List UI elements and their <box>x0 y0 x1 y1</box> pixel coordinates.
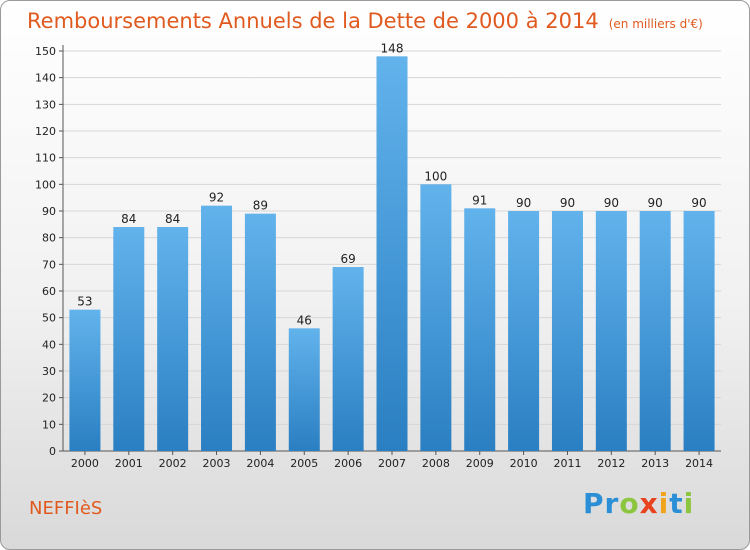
y-tick-label-70: 70 <box>42 258 56 271</box>
data-label-2010: 90 <box>516 196 531 210</box>
x-tick-label-2011: 2011 <box>553 457 581 470</box>
bar-2006 <box>332 267 364 451</box>
x-tick-label-2007: 2007 <box>378 457 406 470</box>
logo-letter-4: i <box>658 487 670 520</box>
data-label-2011: 90 <box>560 196 575 210</box>
y-tick-label-60: 60 <box>42 285 56 298</box>
x-tick-label-2003: 2003 <box>203 457 231 470</box>
bars <box>69 56 715 452</box>
y-tick-label-80: 80 <box>42 232 56 245</box>
y-tick-label-150: 150 <box>35 45 56 58</box>
logo-letter-0: P <box>583 487 605 520</box>
bar-2005 <box>288 328 320 451</box>
data-label-2003: 92 <box>209 191 224 205</box>
logo-letter-1: r <box>604 487 620 520</box>
data-label-2000: 53 <box>77 295 92 309</box>
y-tick-label-0: 0 <box>49 445 56 458</box>
y-tick-label-10: 10 <box>42 418 56 431</box>
data-label-2009: 91 <box>472 193 487 207</box>
x-tick-label-2012: 2012 <box>597 457 625 470</box>
logo-letter-6: i <box>683 487 695 520</box>
x-tick-label-2013: 2013 <box>641 457 669 470</box>
bar-2012 <box>595 211 627 451</box>
y-tick-label-100: 100 <box>35 178 56 191</box>
bar-2009 <box>464 208 496 451</box>
bar-2010 <box>508 211 540 451</box>
data-label-2004: 89 <box>253 199 268 213</box>
bar-2002 <box>157 227 189 451</box>
data-label-2006: 69 <box>340 252 355 266</box>
y-tick-label-90: 90 <box>42 205 56 218</box>
bar-2011 <box>551 211 583 451</box>
bar-2014 <box>683 211 715 451</box>
logo-letter-3: x <box>639 487 659 520</box>
x-tick-label-2006: 2006 <box>334 457 362 470</box>
y-tick-label-110: 110 <box>35 152 56 165</box>
x-tick-label-2014: 2014 <box>685 457 713 470</box>
y-tick-label-40: 40 <box>42 338 56 351</box>
data-label-2002: 84 <box>165 212 180 226</box>
data-label-2014: 90 <box>691 196 706 210</box>
bar-2004 <box>244 213 276 451</box>
data-label-2007: 148 <box>381 41 404 55</box>
data-label-2008: 100 <box>424 169 447 183</box>
bar-2008 <box>420 184 452 452</box>
x-tick-label-2010: 2010 <box>510 457 538 470</box>
axes: 0 10 20 30 40 50 60 70 80 90 100 110 120 130 140 150 200… <box>35 45 721 470</box>
commune-name: NEFFIèS <box>29 498 103 519</box>
bar-2001 <box>113 227 145 451</box>
chart-subtitle: (en milliers d'€) <box>608 17 703 31</box>
bar-2007 <box>376 56 408 451</box>
x-tick-label-2008: 2008 <box>422 457 450 470</box>
bar-2013 <box>639 211 671 451</box>
data-label-2005: 46 <box>297 313 312 327</box>
chart-title: Remboursements Annuels de la Dette de 20… <box>27 9 703 33</box>
x-tick-label-2009: 2009 <box>466 457 494 470</box>
y-tick-label-120: 120 <box>35 125 56 138</box>
data-label-2001: 84 <box>121 212 136 226</box>
logo-letter-2: o <box>619 487 640 520</box>
data-labels: 53 84 84 92 89 46 69 148 100 91 90 90 90 90 90 <box>77 41 706 327</box>
logo-letter-5: t <box>669 487 684 520</box>
y-tick-label-20: 20 <box>42 392 56 405</box>
x-tick-label-2001: 2001 <box>115 457 143 470</box>
bar-2003 <box>201 205 233 451</box>
x-tick-label-2000: 2000 <box>71 457 99 470</box>
data-label-2013: 90 <box>648 196 663 210</box>
proxiti-logo[interactable]: Proxiti <box>583 487 694 520</box>
data-label-2012: 90 <box>604 196 619 210</box>
y-tick-label-30: 30 <box>42 365 56 378</box>
bar-2000 <box>69 309 101 451</box>
y-tick-label-130: 130 <box>35 98 56 111</box>
x-tick-label-2002: 2002 <box>159 457 187 470</box>
y-tick-label-50: 50 <box>42 312 56 325</box>
y-tick-label-140: 140 <box>35 72 56 85</box>
x-tick-label-2004: 2004 <box>246 457 274 470</box>
x-tick-label-2005: 2005 <box>290 457 318 470</box>
title-text: Remboursements Annuels de la Dette de 20… <box>27 9 599 33</box>
